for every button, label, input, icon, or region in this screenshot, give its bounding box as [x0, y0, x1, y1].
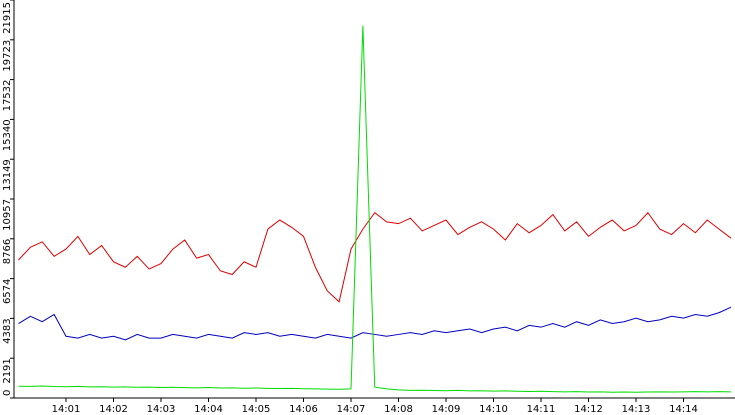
- x-tick-label: 14:02: [99, 404, 128, 415]
- x-tick-label: 14:04: [194, 404, 223, 415]
- y-tick-label: 19723: [2, 40, 13, 72]
- y-tick-label: 6574: [2, 279, 13, 304]
- y-tick-label: 4383: [2, 318, 13, 343]
- x-tick-label: 14:01: [52, 404, 81, 415]
- y-tick-label: 17532: [2, 80, 13, 112]
- y-tick-label: 8766: [2, 239, 13, 264]
- x-tick-label: 14:05: [242, 404, 271, 415]
- y-tick-label: 2191: [2, 358, 13, 383]
- x-tick-label: 14:11: [527, 404, 556, 415]
- series-line: [18, 306, 732, 341]
- y-tick-label: 15340: [2, 119, 13, 151]
- x-tick-label: 14:03: [147, 404, 176, 415]
- x-tick-label: 14:07: [337, 404, 366, 415]
- x-tick-label: 14:13: [622, 404, 651, 415]
- y-tick-label: 13149: [2, 159, 13, 191]
- x-tick-label: 14:09: [432, 404, 461, 415]
- x-tick-label: 14:08: [384, 404, 413, 415]
- x-tick-label: 14:14: [669, 404, 698, 415]
- series-line: [18, 211, 732, 303]
- series-line: [18, 25, 732, 393]
- x-tick-label: 14:10: [479, 404, 508, 415]
- x-tick-label: 14:06: [289, 404, 318, 415]
- x-tick-label: 14:12: [574, 404, 603, 415]
- y-tick-label: 21915: [2, 2, 13, 34]
- y-tick-label: 10957: [2, 199, 13, 231]
- y-tick-label: 0: [2, 390, 13, 396]
